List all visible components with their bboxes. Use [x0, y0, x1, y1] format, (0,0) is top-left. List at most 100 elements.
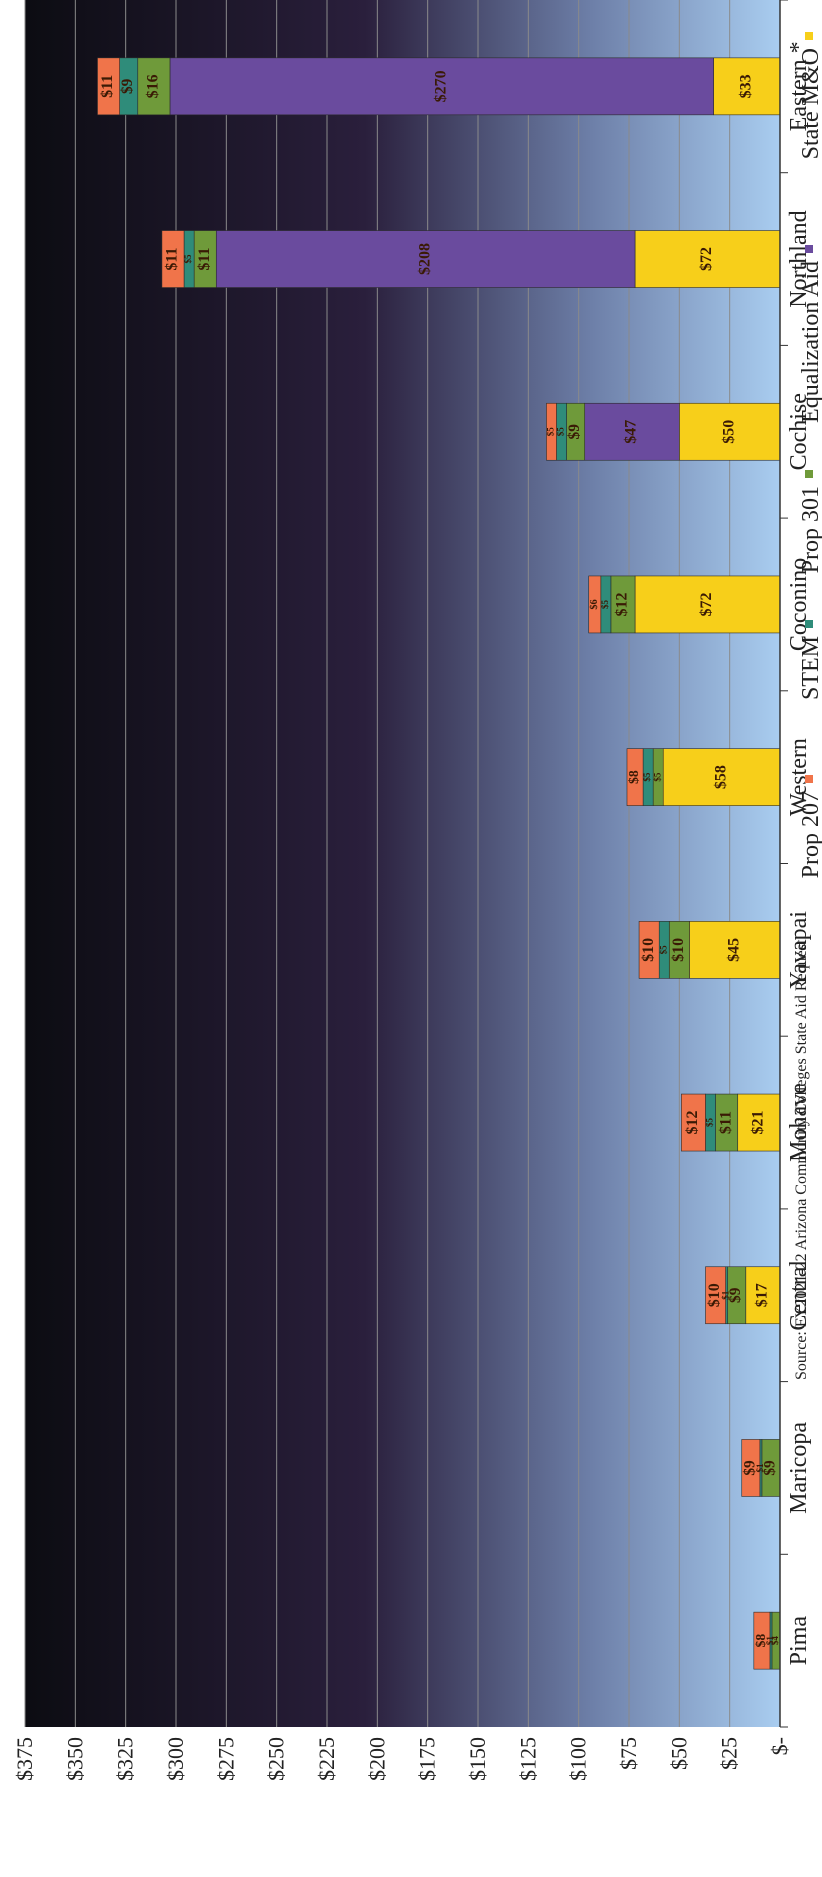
bar-segment	[737, 1093, 781, 1152]
bar-value-label: $16	[145, 74, 162, 98]
bar-segment	[546, 402, 557, 461]
value-tick-label: $375	[12, 1737, 37, 1781]
bar-segment	[137, 57, 171, 116]
category-label: Mohave	[786, 1083, 812, 1162]
bar-segment	[584, 402, 680, 461]
bar-segment	[588, 575, 602, 634]
legend-label: Prop 301	[798, 486, 822, 573]
bar-value-label: $1	[765, 1636, 775, 1646]
bar-segment	[634, 575, 781, 634]
legend-label: State M&O	[798, 48, 822, 159]
category-label: Yavapai	[786, 911, 812, 989]
category-label: Northland	[786, 210, 812, 307]
bar-value-label: $10	[706, 1283, 723, 1307]
value-tick-label: $200	[364, 1737, 389, 1781]
bar-segment	[741, 1439, 761, 1497]
value-tick-label: $300	[163, 1737, 188, 1781]
bar-value-label: $21	[750, 1111, 767, 1135]
bar-segment	[169, 57, 714, 116]
bar-segment	[705, 1266, 726, 1325]
legend-swatch	[805, 775, 813, 783]
bar-segment	[679, 402, 781, 461]
bar-value-label: $33	[737, 74, 754, 98]
bar-value-label: $9	[727, 1287, 744, 1303]
value-tick-label: $150	[465, 1737, 490, 1781]
bar-value-label: $6	[589, 599, 600, 609]
value-tick-label: $350	[62, 1737, 87, 1781]
bar-value-label: $8	[626, 770, 641, 784]
bar-segment	[753, 1611, 771, 1670]
bar-value-label: $10	[670, 938, 687, 962]
bar-value-label: $5	[600, 599, 610, 609]
bar-segment	[713, 57, 781, 116]
category-label: Coconino	[786, 558, 812, 651]
legend-swatch	[805, 470, 813, 478]
bar-segment	[662, 748, 781, 806]
bar-value-label: $5	[556, 427, 566, 437]
legend-label: Prop 207	[798, 791, 822, 878]
bar-value-label: $208	[416, 243, 433, 275]
bar-segment	[745, 1266, 781, 1325]
bar-value-label: $17	[754, 1283, 771, 1307]
value-tick-label: $75	[616, 1737, 641, 1770]
bar-value-label: $72	[698, 592, 715, 616]
bar-value-label: $5	[705, 1118, 715, 1128]
bar-value-label: $45	[725, 938, 742, 962]
bar-segment	[215, 230, 636, 288]
bar-value-label: $12	[684, 1111, 701, 1135]
bar-value-label: $5	[546, 427, 556, 437]
category-label: Pima	[786, 1616, 812, 1666]
legend-swatch	[805, 245, 813, 253]
bar-value-label: $1	[755, 1463, 765, 1473]
bar-value-label: $47	[623, 420, 640, 444]
legend-swatch	[805, 620, 813, 628]
value-tick-label: $25	[717, 1737, 742, 1770]
bar-segment	[161, 230, 185, 288]
bar-value-label: $11	[99, 75, 116, 98]
bar-value-label: $9	[761, 1460, 778, 1476]
legend-swatch	[805, 32, 813, 40]
bar-value-label: $5	[183, 254, 193, 264]
bar-value-label: $72	[698, 247, 715, 271]
legend-label: STEM	[798, 636, 822, 700]
source-note: Source: FY2021-22 Arizona Community Coll…	[793, 936, 810, 1380]
bar-value-label: $1	[721, 1290, 731, 1300]
value-tick-label: $225	[314, 1737, 339, 1781]
bar-segment	[638, 921, 660, 979]
value-tick-label: $175	[415, 1737, 440, 1781]
bar-value-label: $8	[753, 1634, 768, 1648]
bar-value-label: $9	[119, 78, 136, 94]
value-tick-label: $250	[264, 1737, 289, 1781]
bar-segment	[626, 748, 644, 806]
category-label: Central	[786, 1260, 812, 1331]
value-tick-label: $125	[515, 1737, 540, 1781]
bar-segment	[689, 921, 781, 979]
value-tick-label: $275	[213, 1737, 238, 1781]
bar-value-label: $5	[658, 945, 668, 955]
value-tick-label: $50	[666, 1737, 691, 1770]
bar-value-label: $4	[770, 1636, 780, 1646]
bar-segment	[97, 57, 120, 116]
bar-value-label: $10	[640, 938, 657, 962]
value-tick-label: $325	[113, 1737, 138, 1781]
bar-value-label: $11	[164, 247, 181, 270]
category-label: Maricopa	[786, 1422, 812, 1514]
value-tick-label: $-	[767, 1737, 792, 1755]
category-label: Cochise	[786, 393, 812, 470]
bar-value-label: $12	[614, 592, 631, 616]
bar-segment	[681, 1093, 706, 1152]
bar-value-label: $11	[196, 247, 213, 270]
legend-label: Equalization Aid	[798, 261, 822, 423]
bar-segment	[634, 230, 781, 288]
bar-value-label: $50	[720, 420, 737, 444]
category-label: Eastern *	[786, 41, 812, 131]
bar-value-label: $58	[712, 765, 729, 789]
bar-value-label: $11	[717, 1111, 734, 1134]
value-tick-label: $100	[566, 1737, 591, 1781]
bar-value-label: $9	[566, 424, 583, 440]
bar-value-label: $5	[642, 772, 652, 782]
bar-value-label: $5	[652, 772, 662, 782]
bar-value-label: $270	[432, 70, 449, 102]
bar-value-label: $9	[741, 1460, 758, 1476]
